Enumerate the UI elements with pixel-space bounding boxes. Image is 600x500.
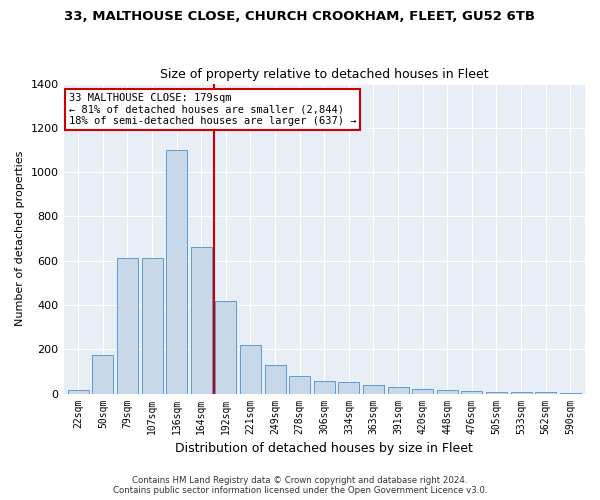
Bar bbox=[191, 248, 212, 394]
Bar bbox=[511, 392, 532, 394]
Bar bbox=[117, 258, 138, 394]
Bar bbox=[240, 345, 261, 394]
Bar bbox=[560, 393, 581, 394]
Bar bbox=[314, 382, 335, 394]
Bar bbox=[461, 392, 482, 394]
Text: 33, MALTHOUSE CLOSE, CHURCH CROOKHAM, FLEET, GU52 6TB: 33, MALTHOUSE CLOSE, CHURCH CROOKHAM, FL… bbox=[65, 10, 536, 23]
Bar bbox=[68, 390, 89, 394]
Bar bbox=[92, 355, 113, 394]
Text: 33 MALTHOUSE CLOSE: 179sqm
← 81% of detached houses are smaller (2,844)
18% of s: 33 MALTHOUSE CLOSE: 179sqm ← 81% of deta… bbox=[69, 93, 356, 126]
Bar bbox=[289, 376, 310, 394]
Y-axis label: Number of detached properties: Number of detached properties bbox=[15, 151, 25, 326]
Text: Contains HM Land Registry data © Crown copyright and database right 2024.
Contai: Contains HM Land Registry data © Crown c… bbox=[113, 476, 487, 495]
Bar bbox=[338, 382, 359, 394]
Title: Size of property relative to detached houses in Fleet: Size of property relative to detached ho… bbox=[160, 68, 488, 81]
Bar bbox=[215, 300, 236, 394]
Bar bbox=[412, 389, 433, 394]
Bar bbox=[388, 388, 409, 394]
Bar bbox=[486, 392, 507, 394]
Bar bbox=[363, 385, 384, 394]
Bar bbox=[265, 365, 286, 394]
Bar bbox=[437, 390, 458, 394]
Bar bbox=[166, 150, 187, 394]
Bar bbox=[142, 258, 163, 394]
Bar bbox=[535, 392, 556, 394]
X-axis label: Distribution of detached houses by size in Fleet: Distribution of detached houses by size … bbox=[175, 442, 473, 455]
